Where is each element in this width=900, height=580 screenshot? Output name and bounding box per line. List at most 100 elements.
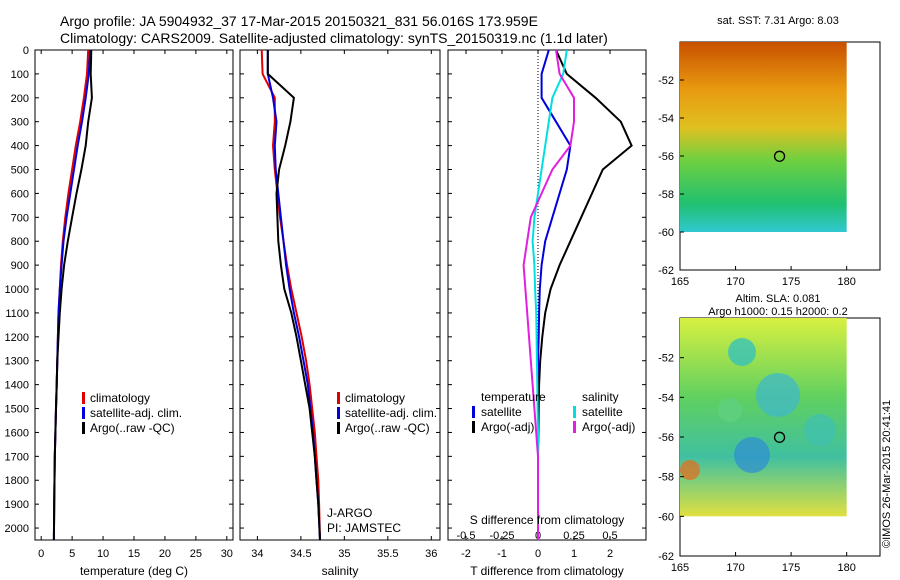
depth-tick-label: 200 xyxy=(11,93,29,105)
series-line-argo xyxy=(52,49,93,541)
sla-map-subtitle: Argo h1000: 0.15 h2000: 0.2 xyxy=(708,306,847,318)
legend-swatch-argo xyxy=(337,422,340,434)
legend-label-s-argo: Argo(-adj) xyxy=(582,420,635,434)
salinity-xlabel: salinity xyxy=(322,564,359,578)
depth-tick-label: 1400 xyxy=(5,380,29,392)
sla-blob xyxy=(728,338,756,366)
temperature-xlabel: temperature (deg C) xyxy=(80,564,188,578)
legend-title-salinity: salinity xyxy=(582,390,619,404)
legend-swatch-climatology xyxy=(82,392,85,404)
lon-tick-label: 165 xyxy=(671,562,689,574)
imos-watermark: ©IMOS 26-Mar-2015 20:41:41 xyxy=(881,400,893,548)
depth-tick-label: 1300 xyxy=(5,356,29,368)
x-tick-label: -2 xyxy=(461,548,471,560)
sla-blob xyxy=(804,414,836,446)
header-line2: Climatology: CARS2009. Satellite-adjuste… xyxy=(60,30,608,46)
depth-tick-label: 800 xyxy=(11,236,29,248)
x-tick-label: 0 xyxy=(535,548,541,560)
lat-tick-label: -58 xyxy=(658,472,674,484)
series-line-argo xyxy=(537,49,633,540)
depth-tick-label: 2000 xyxy=(5,523,29,535)
x-tick-label: 35 xyxy=(338,548,350,560)
temperature-panel: 0100200300400500600700800900100011001200… xyxy=(5,45,646,578)
series-line-satellite xyxy=(266,50,321,541)
float-position-marker xyxy=(773,431,786,443)
legend-swatch-satellite xyxy=(337,407,340,419)
s-difference-tick-label: -0.5 xyxy=(457,530,476,542)
sst-map-panel: sat. SST: 7.31 Argo: 8.03 165 170 175 180 -5… xyxy=(658,15,881,288)
depth-tick-label: 1200 xyxy=(5,332,29,344)
legend-swatch-climatology xyxy=(337,392,340,404)
sla-anomaly-blobs xyxy=(680,338,836,480)
x-tick-label: 10 xyxy=(97,548,109,560)
salinity-legend: climatology satellite-adj. clim. Argo(..… xyxy=(337,391,437,435)
series-line-argo_s xyxy=(522,49,575,540)
difference-legend: temperature salinity satellite Argo(-adj… xyxy=(472,390,635,434)
series-line-climatology xyxy=(260,49,321,541)
salinity-xticks: 34 34.5 35 35.5 36 xyxy=(251,50,437,560)
legend-label-satellite: satellite-adj. clim. xyxy=(345,406,437,420)
legend-label-t-satellite: satellite xyxy=(481,405,522,419)
depth-tick-label: 300 xyxy=(11,117,29,129)
depth-tick-label: 1600 xyxy=(5,427,29,439)
legend-label-climatology: climatology xyxy=(345,391,405,405)
legend-swatch-s-argo xyxy=(573,421,576,433)
legend-label-argo: Argo(..raw -QC) xyxy=(90,421,175,435)
legend-swatch-argo xyxy=(82,422,85,434)
difference-xlabel: T difference from climatology xyxy=(470,564,624,578)
x-tick-label: 36 xyxy=(425,548,437,560)
series-line-satellite xyxy=(537,49,572,540)
sla-map-panel: Altim. SLA: 0.081 Argo h1000: 0.15 h2000… xyxy=(658,293,881,574)
lon-tick-label: 165 xyxy=(671,276,689,288)
x-tick-label: 25 xyxy=(190,548,202,560)
series-line-argo xyxy=(266,50,321,541)
lon-tick-label: 175 xyxy=(782,276,800,288)
depth-tick-label: 0 xyxy=(23,45,29,57)
lat-tick-label: -52 xyxy=(658,75,674,87)
x-tick-label: 34.5 xyxy=(290,548,311,560)
legend-label-t-argo: Argo(-adj) xyxy=(481,420,534,434)
difference-panel: -2 -1 0 1 2 -0.5 -0.25 0 0.25 0.5 S difference f… xyxy=(447,49,647,578)
lat-tick-label: -62 xyxy=(658,551,674,563)
depth-tick-label: 400 xyxy=(11,141,29,153)
depth-tick-label: 500 xyxy=(11,165,29,177)
salinity-panel: 34 34.5 35 35.5 36 salinity climatology sate… xyxy=(239,49,441,578)
x-tick-label: 20 xyxy=(159,548,171,560)
x-tick-label: 15 xyxy=(128,548,140,560)
depth-ticks: 0 100 200 300 400 500 600 700 800 900 1000 1100 1200… xyxy=(5,45,646,535)
x-tick-label: 0 xyxy=(38,548,44,560)
depth-tick-label: 900 xyxy=(11,260,29,272)
sst-map-title: sat. SST: 7.31 Argo: 8.03 xyxy=(717,15,839,27)
legend-title-temperature: temperature xyxy=(481,390,546,404)
depth-tick-label: 1700 xyxy=(5,451,29,463)
lat-tick-label: -54 xyxy=(658,392,674,404)
sla-blob xyxy=(718,398,742,422)
depth-tick-label: 100 xyxy=(11,69,29,81)
float-position-marker xyxy=(773,150,786,162)
x-tick-label: -1 xyxy=(497,548,507,560)
annotation-pi: PI: JAMSTEC xyxy=(327,521,401,535)
series-line-satellite xyxy=(52,49,92,541)
sst-field xyxy=(680,42,847,232)
header-line1: Argo profile: JA 5904932_37 17-Mar-2015 … xyxy=(60,13,538,29)
legend-swatch-t-argo xyxy=(472,421,475,433)
lat-tick-label: -58 xyxy=(658,189,674,201)
depth-tick-label: 1900 xyxy=(5,499,29,511)
x-tick-label: 34 xyxy=(251,548,263,560)
s-difference-label: S difference from climatology xyxy=(470,513,625,527)
depth-tick-label: 1100 xyxy=(5,308,29,320)
temperature-xticks: 0 5 10 15 20 25 30 xyxy=(38,50,233,560)
s-difference-tick-label: 0.5 xyxy=(602,530,617,542)
s-difference-tick-label: -0.25 xyxy=(489,530,514,542)
salinity-axes-frame xyxy=(239,49,441,541)
sla-blob xyxy=(734,437,770,473)
depth-tick-label: 1800 xyxy=(5,475,29,487)
x-tick-label: 2 xyxy=(607,548,613,560)
sla-map-title: Altim. SLA: 0.081 xyxy=(736,293,821,305)
sst-map-ticks: 165 170 175 180 -52 -54 -56 -58 -60 -62 xyxy=(658,75,856,288)
lat-tick-label: -56 xyxy=(658,151,674,163)
difference-xticks: -2 -1 0 1 2 xyxy=(461,50,613,560)
legend-swatch-satellite xyxy=(82,407,85,419)
legend-label-satellite: satellite-adj. clim. xyxy=(90,406,182,420)
